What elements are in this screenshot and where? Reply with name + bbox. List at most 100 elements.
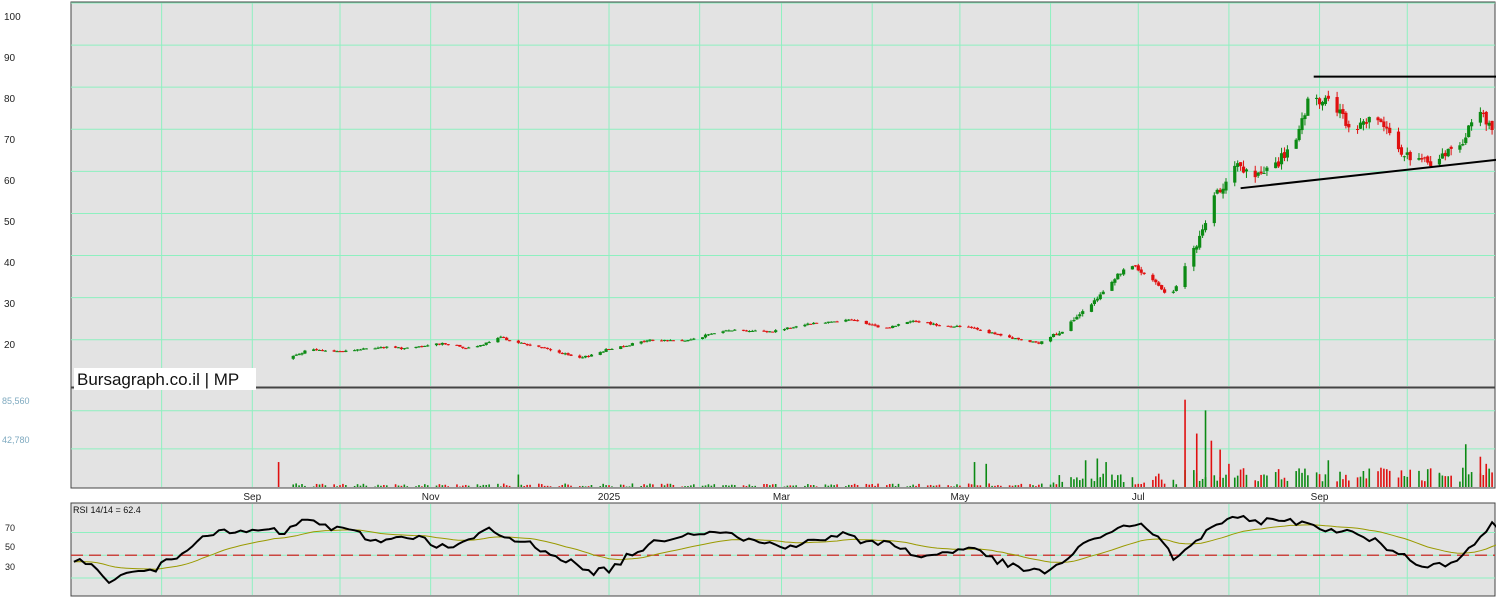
candle-body — [402, 348, 406, 350]
candle-body — [1139, 269, 1143, 273]
candle-body — [1028, 340, 1032, 342]
candle-body — [937, 325, 942, 327]
price-tick-label: 100 — [4, 12, 21, 23]
candle-body — [420, 346, 424, 348]
rsi-label: RSI 14/14 = 62.4 — [73, 505, 141, 515]
candle-body — [873, 324, 877, 326]
candle-body — [1192, 247, 1196, 267]
candle-body — [1408, 151, 1412, 161]
candle-body — [1151, 274, 1155, 281]
candle-body — [569, 354, 573, 356]
candle-body — [382, 347, 386, 349]
candle-body — [753, 330, 757, 332]
candle-body — [443, 343, 447, 345]
candle-body — [1160, 285, 1164, 290]
candle-body — [955, 325, 959, 327]
candle-body — [1221, 188, 1225, 194]
candle-body — [1113, 279, 1117, 283]
candle-body — [522, 342, 526, 344]
trendlines — [1240, 75, 1496, 190]
candle-body — [557, 350, 561, 353]
candle-body — [1335, 97, 1339, 113]
volume-tick-label: 85,560 — [2, 396, 30, 406]
candle-body — [1051, 333, 1056, 338]
candle-body — [1089, 304, 1094, 312]
candle-body — [1326, 95, 1330, 99]
candle-body — [297, 354, 301, 356]
watermark-box: Bursagraph.co.il | MP — [74, 368, 256, 390]
candle-body — [703, 334, 708, 338]
candle-body — [396, 347, 401, 349]
candle-body — [385, 346, 389, 348]
candle-body — [1236, 163, 1240, 167]
candle-body — [639, 341, 643, 344]
candle-body — [1376, 117, 1380, 121]
candle-body — [724, 330, 728, 332]
price-candles — [291, 90, 1494, 360]
candle-body — [481, 344, 485, 346]
candle-body — [791, 327, 795, 329]
candle-body — [578, 355, 582, 358]
candle-body — [680, 340, 684, 342]
candle-body — [1016, 337, 1020, 340]
price-axis: 100 90 80 70 60 50 40 30 20 — [4, 12, 21, 351]
candle-body — [1470, 122, 1474, 127]
candle-body — [969, 326, 974, 328]
candle-body — [1218, 189, 1222, 193]
candle-body — [1081, 311, 1085, 314]
candle-body — [1317, 98, 1322, 105]
candle-body — [730, 330, 734, 332]
candle-body — [414, 346, 418, 348]
candle-body — [747, 331, 751, 333]
candle-body — [917, 321, 921, 323]
candle-body — [1078, 314, 1082, 317]
candle-body — [850, 319, 854, 321]
candle-body — [1344, 112, 1348, 126]
candle-body — [1262, 172, 1266, 174]
candle-body — [750, 330, 754, 332]
candle-body — [651, 339, 655, 341]
candle-body — [1224, 181, 1228, 191]
candle-body — [519, 342, 523, 344]
candle-body — [686, 340, 690, 342]
candle-body — [563, 353, 567, 355]
candle-body — [1405, 152, 1409, 155]
candle-body — [475, 346, 480, 348]
candle-body — [706, 334, 711, 336]
candle-body — [1048, 336, 1053, 342]
price-tick-label: 40 — [4, 258, 16, 269]
candle-body — [528, 344, 532, 346]
candle-body — [689, 339, 693, 341]
candle-body — [1303, 115, 1307, 120]
price-tick-label: 60 — [4, 176, 16, 187]
candle-body — [1461, 144, 1465, 146]
candle-body — [660, 340, 664, 342]
candle-body — [589, 354, 594, 357]
price-tick-label: 80 — [4, 94, 16, 105]
volume-panel — [70, 387, 1496, 489]
candle-body — [1440, 153, 1444, 159]
candle-body — [727, 330, 731, 332]
candle-body — [405, 347, 409, 349]
month-tick-label: Jul — [1132, 492, 1145, 503]
month-tick-label: Mar — [773, 492, 791, 503]
candle-body — [455, 344, 459, 346]
candle-body — [1282, 152, 1287, 159]
candle-body — [671, 340, 675, 342]
candle-body — [1133, 265, 1137, 267]
candle-body — [771, 331, 775, 333]
month-tick-label: Sep — [1311, 492, 1329, 503]
candle-body — [908, 321, 912, 323]
rsi-axis: 70 50 30 — [5, 523, 15, 572]
candle-body — [815, 322, 819, 324]
candle-body — [1347, 123, 1351, 128]
candle-body — [624, 345, 629, 347]
candle-body — [303, 350, 307, 354]
candle-body — [987, 329, 991, 334]
candle-body — [619, 346, 623, 349]
candle-body — [662, 339, 667, 341]
candle-body — [1277, 161, 1281, 167]
candle-body — [1203, 223, 1208, 231]
candle-body — [1110, 281, 1114, 291]
candle-body — [320, 350, 325, 352]
